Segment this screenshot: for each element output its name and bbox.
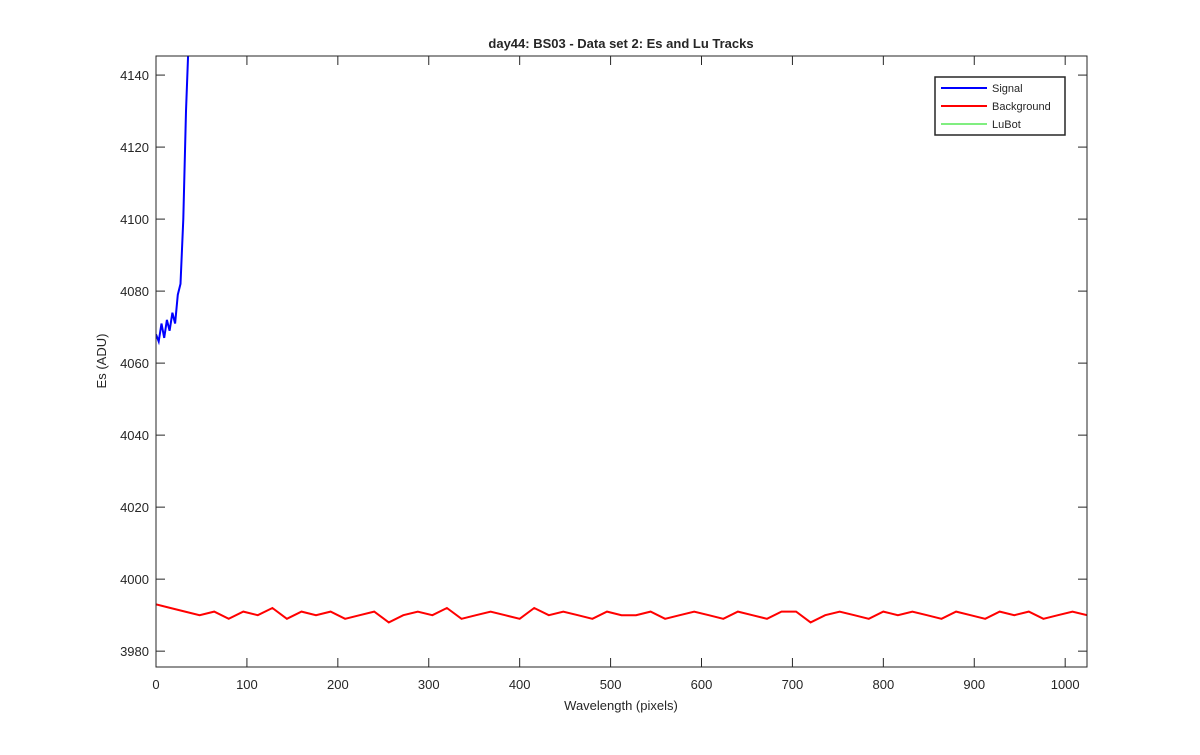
y-tick-label: 4020 <box>120 500 149 515</box>
axes-box <box>155 55 1088 668</box>
legend-label: LuBot <box>992 119 1021 131</box>
legend-label: Background <box>992 101 1051 113</box>
legend-label: Signal <box>992 83 1023 95</box>
y-tick-label: 3980 <box>120 644 149 659</box>
y-tick-label: 4080 <box>120 284 149 299</box>
y-tick-label: 4140 <box>120 68 149 83</box>
y-tick-label: 4120 <box>120 140 149 155</box>
x-tick-label: 200 <box>327 677 349 692</box>
x-tick-label: 100 <box>236 677 258 692</box>
chart-title: day44: BS03 - Data set 2: Es and Lu Trac… <box>488 36 753 51</box>
x-tick-label: 300 <box>418 677 440 692</box>
x-tick-label: 500 <box>600 677 622 692</box>
y-tick-label: 4040 <box>120 428 149 443</box>
series-line <box>156 56 190 346</box>
series-line <box>156 603 1087 624</box>
x-tick-label: 600 <box>691 677 713 692</box>
y-tick-label: 4100 <box>120 212 149 227</box>
y-tick-label: 4000 <box>120 572 149 587</box>
x-tick-label: 0 <box>152 677 159 692</box>
x-tick-label: 700 <box>782 677 804 692</box>
x-axis-label: Wavelength (pixels) <box>564 698 678 713</box>
y-tick-label: 4060 <box>120 356 149 371</box>
y-axis-label: Es (ADU) <box>94 334 109 389</box>
x-tick-label: 1000 <box>1051 677 1080 692</box>
x-tick-label: 400 <box>509 677 531 692</box>
x-tick-label: 900 <box>963 677 985 692</box>
plot-lines <box>156 56 1087 624</box>
x-tick-label: 800 <box>872 677 894 692</box>
